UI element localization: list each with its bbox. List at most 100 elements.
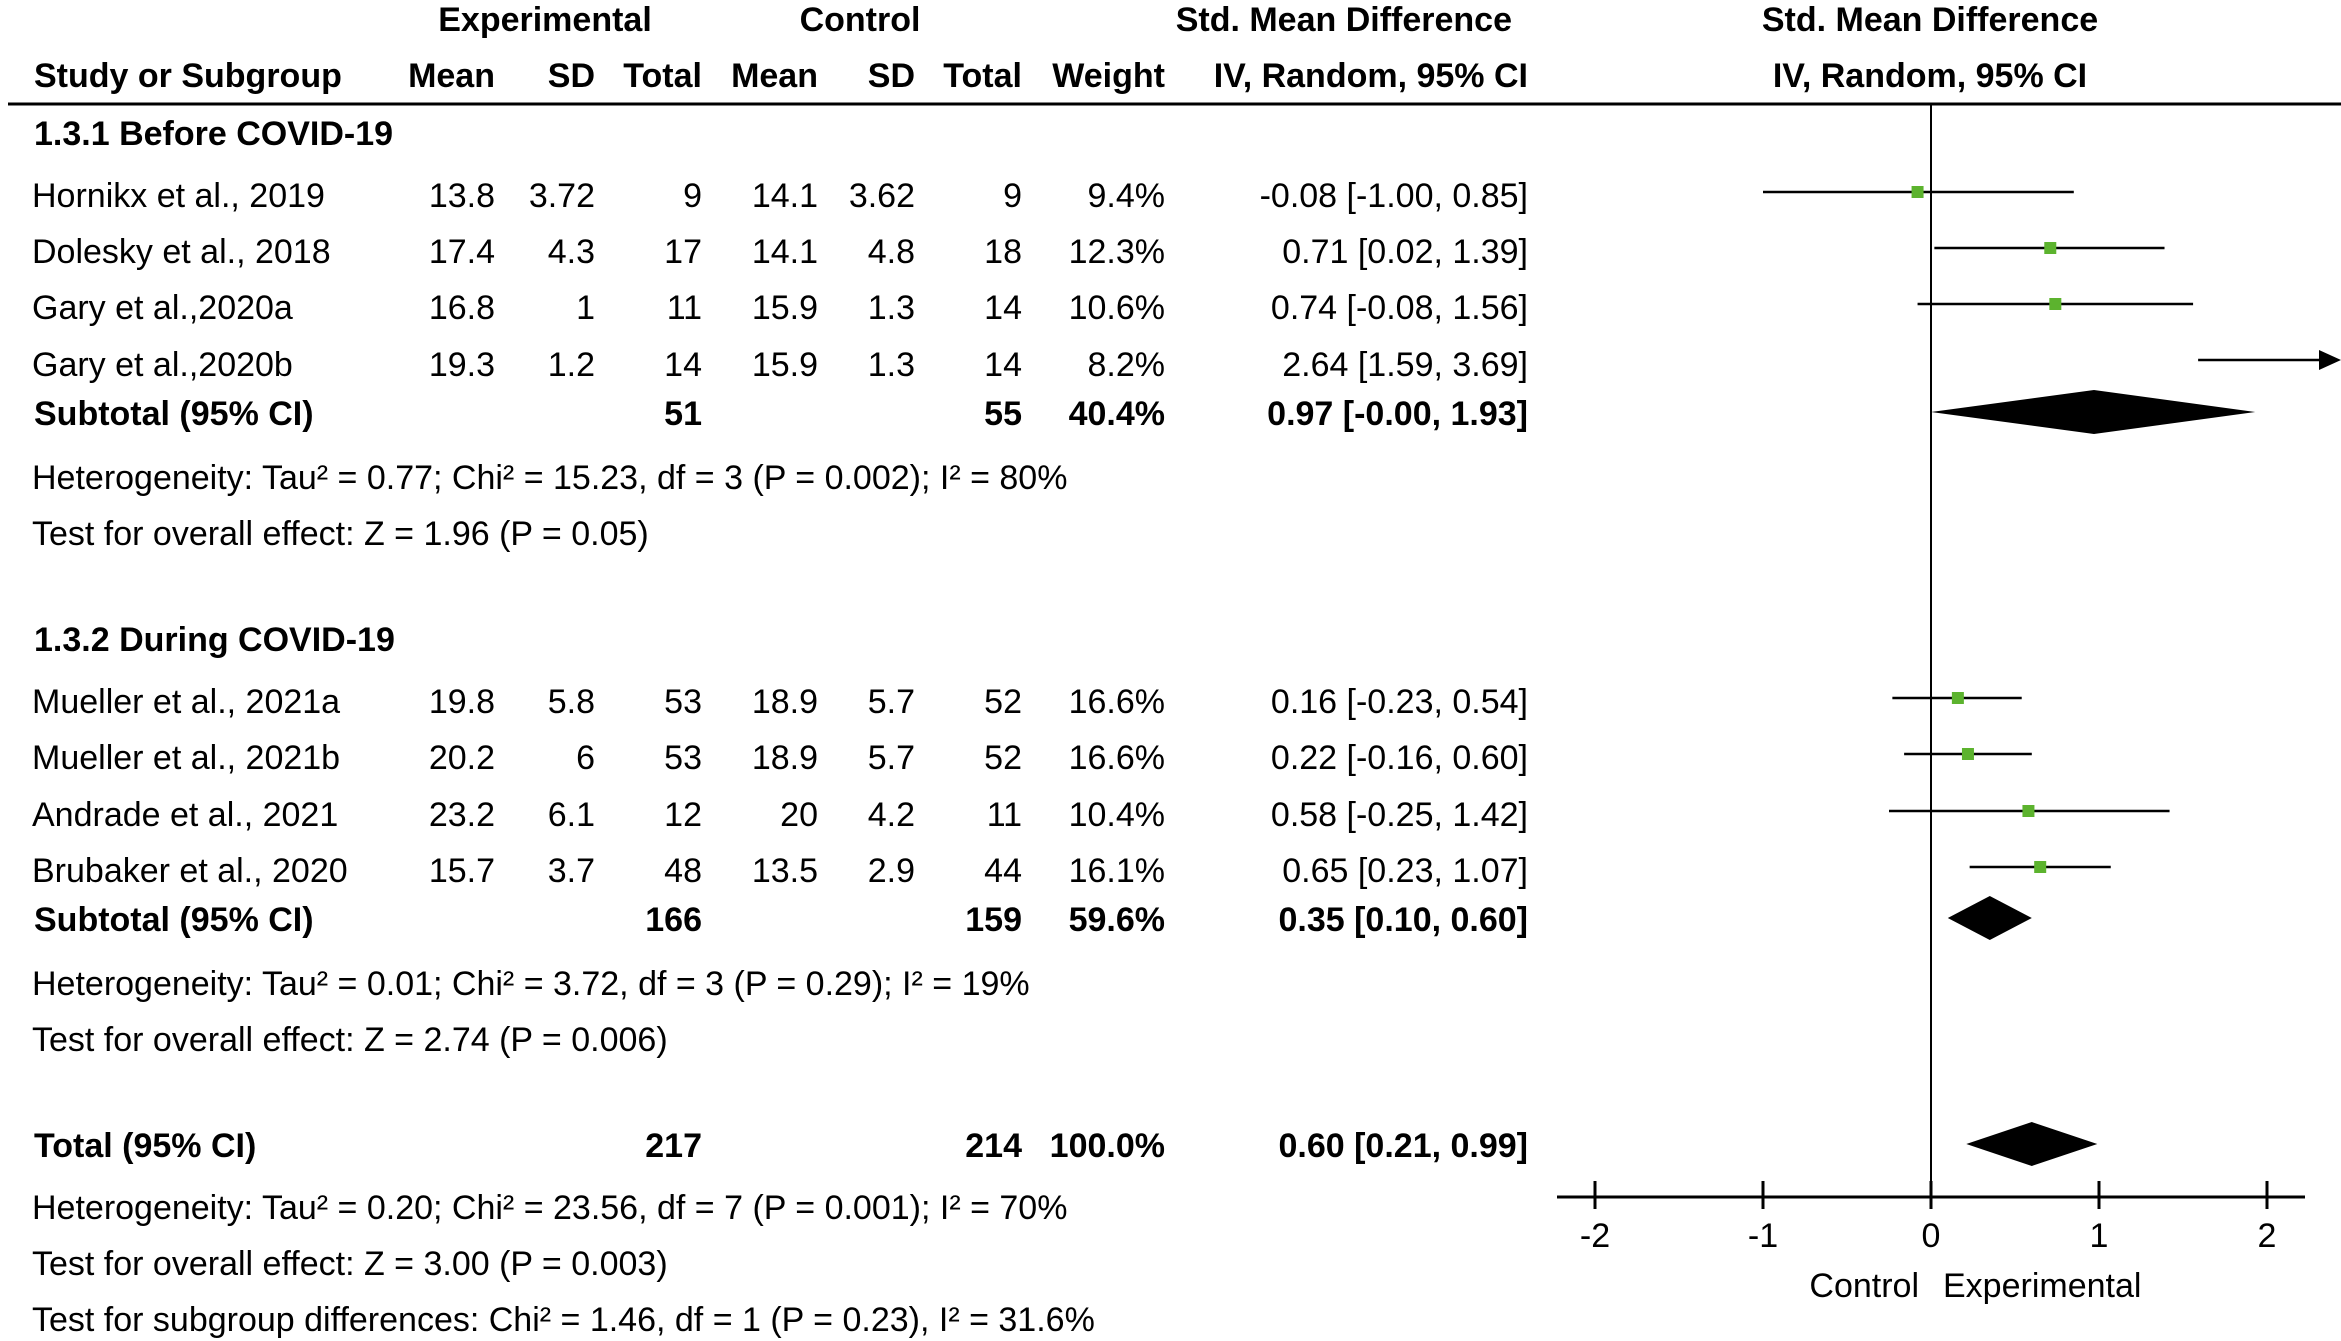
overall-effect-text: Test for overall effect: Z = 1.96 (P = 0… [32,515,649,553]
ci-clip-arrow [2319,350,2341,370]
ctl-total: 159 [965,901,1022,939]
ctl-sd: 5.7 [867,739,915,777]
ctl-total: 44 [984,852,1022,890]
exp-sd: 5.8 [547,683,595,721]
subtotal-label: Subtotal (95% CI) [34,395,314,433]
ctl-sd: 4.2 [867,796,915,834]
col-header-exp-total: Total [623,57,702,95]
ctl-total: 11 [986,796,1022,834]
study-name: Brubaker et al., 2020 [32,852,348,890]
exp-sd: 3.72 [528,177,595,215]
exp-mean: 19.8 [428,683,495,721]
x-tick-label: -1 [1748,1217,1778,1255]
overall-effect-text: Test for overall effect: Z = 3.00 (P = 0… [32,1245,668,1283]
pooled-diamond [1947,896,2032,940]
col-header-study: Study or Subgroup [34,57,342,95]
ctl-sd: 2.9 [867,852,915,890]
x-tick-label: 0 [1922,1217,1941,1255]
exp-sd: 6 [576,739,595,777]
point-estimate [2044,242,2057,254]
ctl-total: 52 [984,683,1022,721]
ctl-sd: 1.3 [867,289,915,327]
weight: 10.4% [1068,796,1165,834]
study-name: Mueller et al., 2021b [32,739,341,777]
smd-column-subtitle: IV, Random, 95% CI [1213,57,1528,95]
exp-total: 51 [664,395,702,433]
ctl-sd: 5.7 [867,683,915,721]
control-group-header: Control [799,1,921,39]
ci-text: 0.71 [0.02, 1.39] [1282,233,1528,271]
exp-total: 14 [664,346,702,384]
weight: 8.2% [1087,346,1166,384]
subgroup-differences-text: Test for subgroup differences: Chi² = 1.… [32,1301,1095,1339]
weight: 16.6% [1068,683,1165,721]
exp-sd: 1.2 [547,346,595,384]
heterogeneity-text: Heterogeneity: Tau² = 0.77; Chi² = 15.23… [32,459,1068,497]
exp-mean: 13.8 [428,177,495,215]
study-name: Dolesky et al., 2018 [32,233,331,271]
col-header-ctl-mean: Mean [731,57,818,95]
exp-total: 166 [645,901,702,939]
ctl-sd: 1.3 [867,346,915,384]
ctl-total: 214 [965,1127,1022,1165]
weight: 16.6% [1068,739,1165,777]
ctl-total: 55 [984,395,1022,433]
col-header-exp-sd: SD [547,57,595,95]
ci-text: 0.60 [0.21, 0.99] [1278,1127,1528,1165]
ctl-total: 9 [1003,177,1022,215]
exp-total: 17 [664,233,702,271]
ci-text: 0.22 [-0.16, 0.60] [1270,739,1528,777]
point-estimate [2022,805,2035,817]
point-estimate [1911,186,1924,198]
exp-sd: 1 [576,289,595,327]
smd-column-title: Std. Mean Difference [1175,1,1512,39]
ctl-mean: 18.9 [751,739,818,777]
ci-text: 0.97 [-0.00, 1.93] [1267,395,1528,433]
study-name: Mueller et al., 2021a [32,683,341,721]
exp-total: 48 [664,852,702,890]
weight: 16.1% [1068,852,1165,890]
exp-total: 11 [666,289,702,327]
ci-text: 0.65 [0.23, 1.07] [1282,852,1528,890]
x-tick-label: 2 [2258,1217,2277,1255]
exp-mean: 20.2 [428,739,495,777]
exp-mean: 19.3 [428,346,495,384]
exp-total: 217 [645,1127,702,1165]
ctl-total: 52 [984,739,1022,777]
exp-sd: 6.1 [547,796,595,834]
col-header-ctl-total: Total [943,57,1022,95]
x-tick-label: -2 [1580,1217,1610,1255]
ctl-mean: 14.1 [751,233,818,271]
subtotal-label: Subtotal (95% CI) [34,901,314,939]
ctl-total: 18 [984,233,1022,271]
exp-mean: 15.7 [428,852,495,890]
exp-sd: 3.7 [547,852,595,890]
point-estimate [1961,748,1974,760]
ctl-mean: 15.9 [751,346,818,384]
ci-text: 0.16 [-0.23, 0.54] [1270,683,1528,721]
subgroup-label: 1.3.1 Before COVID-19 [34,115,394,153]
ctl-mean: 14.1 [751,177,818,215]
heterogeneity-text: Heterogeneity: Tau² = 0.20; Chi² = 23.56… [32,1189,1068,1227]
study-name: Gary et al.,2020a [32,289,293,327]
ci-text: 0.35 [0.10, 0.60] [1278,901,1528,939]
ci-text: 0.58 [-0.25, 1.42] [1270,796,1528,834]
ci-text: 2.64 [1.59, 3.69] [1282,346,1528,384]
point-estimate [1951,692,1964,704]
total-label: Total (95% CI) [34,1127,257,1165]
col-header-ctl-sd: SD [867,57,915,95]
exp-total: 9 [683,177,702,215]
weight: 59.6% [1068,901,1165,939]
ctl-mean: 13.5 [751,852,818,890]
x-tick-label: 1 [2090,1217,2109,1255]
ctl-sd: 4.8 [867,233,915,271]
weight: 40.4% [1068,395,1165,433]
point-estimate [2034,861,2047,873]
study-name: Gary et al.,2020b [32,346,293,384]
pooled-diamond [1931,390,2256,434]
plot-title: Std. Mean Difference [1761,1,2099,39]
weight: 10.6% [1068,289,1165,327]
exp-sd: 4.3 [547,233,595,271]
study-name: Hornikx et al., 2019 [32,177,325,215]
